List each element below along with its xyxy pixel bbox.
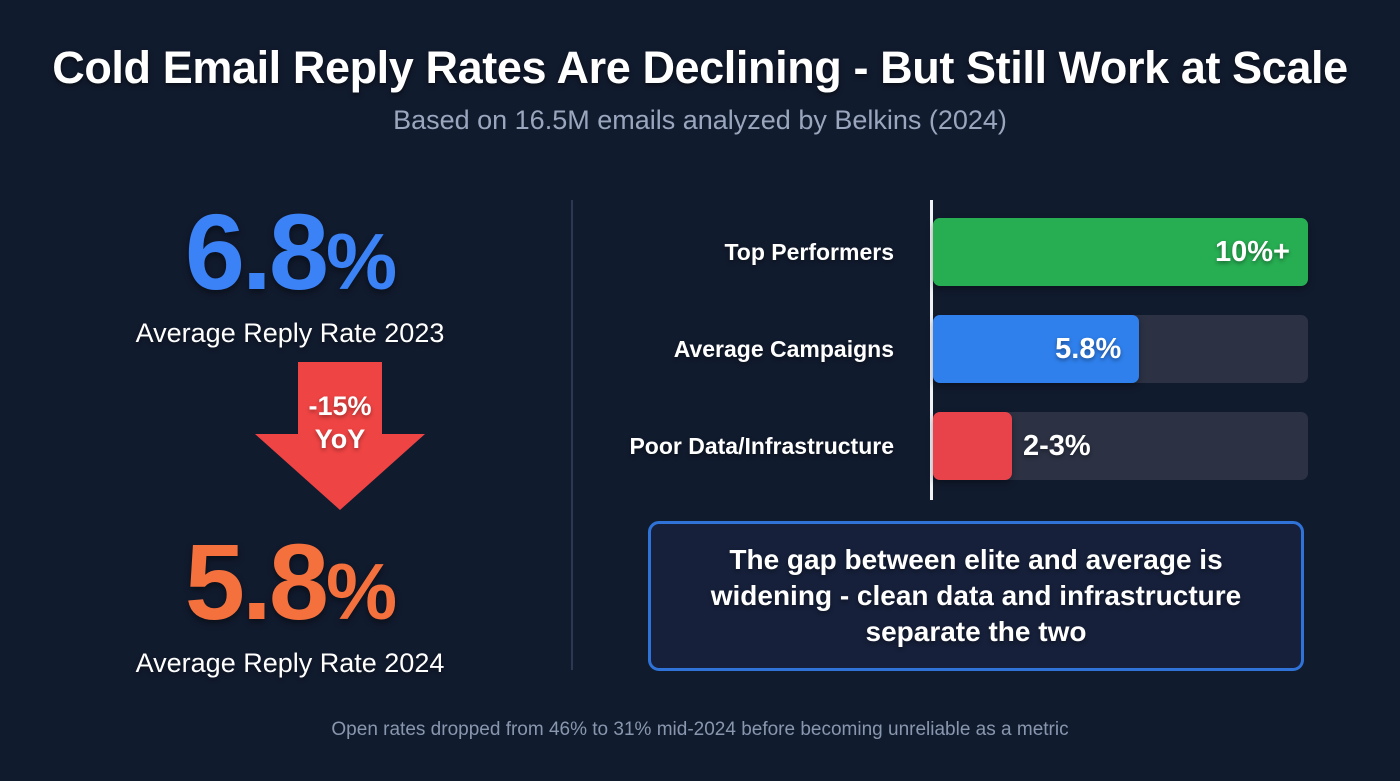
panel-divider [571, 200, 573, 670]
decline-arrow: -15% YoY [215, 362, 465, 510]
bar-row: Average Campaigns 5.8% [600, 315, 1340, 383]
bar-track-0: 10%+ [933, 218, 1308, 286]
insight-callout: The gap between elite and average is wid… [648, 521, 1304, 671]
bar-category-label-0: Top Performers [724, 238, 894, 265]
stat-2023-percent-symbol: % [326, 217, 397, 306]
footer-note: Open rates dropped from 46% to 31% mid-2… [331, 719, 1069, 740]
bar-fill-2 [933, 412, 1012, 480]
stat-2023-number: 6.8 [184, 191, 329, 312]
stat-2024-label: Average Reply Rate 2024 [135, 648, 445, 678]
bar-fill-0: 10%+ [933, 218, 1308, 286]
reply-rate-bar-chart: Top Performers 10%+ Average Campaigns 5.… [600, 200, 1340, 505]
bar-track-1: 5.8% [933, 315, 1308, 383]
bar-value-label-1: 5.8% [1055, 332, 1122, 365]
stat-2024-value: 5.8% [40, 528, 540, 636]
stat-2023-label: Average Reply Rate 2023 [135, 318, 445, 348]
stat-2023: 6.8% Average Reply Rate 2023 [40, 198, 540, 349]
bar-row: Poor Data/Infrastructure 2-3% [600, 412, 1340, 480]
bar-value-label-2: 2-3% [1023, 429, 1091, 462]
bar-category-label-1: Average Campaigns [673, 335, 894, 362]
chart-axis-line [930, 200, 933, 500]
stat-2024-number: 5.8 [184, 521, 329, 642]
stat-2024-percent-symbol: % [326, 547, 397, 636]
insight-callout-text: The gap between elite and average is wid… [710, 544, 1242, 647]
bar-fill-1: 5.8% [933, 315, 1140, 383]
page-title: Cold Email Reply Rates Are Declining - B… [52, 42, 1348, 93]
bar-value-label-0: 10%+ [1215, 235, 1290, 268]
stat-2024: 5.8% Average Reply Rate 2024 [40, 528, 540, 679]
stat-2023-value: 6.8% [40, 198, 540, 306]
left-stats-panel: 6.8% Average Reply Rate 2023 -15% YoY 5.… [40, 190, 540, 680]
down-arrow-icon [255, 362, 425, 510]
bar-track-2: 2-3% [933, 412, 1308, 480]
bar-row: Top Performers 10%+ [600, 218, 1340, 286]
page-subtitle: Based on 16.5M emails analyzed by Belkin… [393, 105, 1007, 135]
bar-category-label-2: Poor Data/Infrastructure [629, 432, 894, 459]
